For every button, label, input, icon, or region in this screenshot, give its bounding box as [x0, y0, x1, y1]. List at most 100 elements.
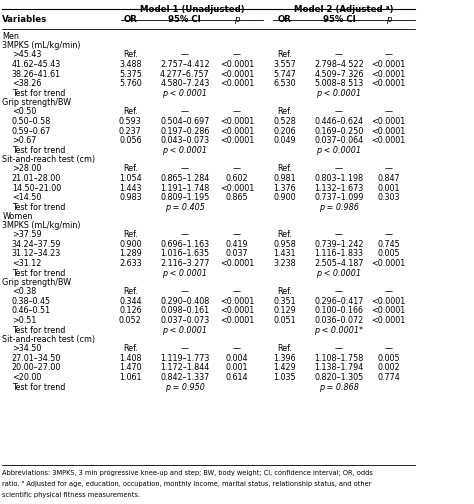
Text: —: — [181, 50, 189, 59]
Text: —: — [181, 107, 189, 116]
Text: 5.747: 5.747 [273, 70, 296, 79]
Text: 1.132–1.673: 1.132–1.673 [314, 183, 364, 193]
Text: >0.67: >0.67 [12, 137, 36, 146]
Text: —: — [233, 287, 241, 296]
Text: <0.38: <0.38 [12, 287, 36, 296]
Text: <38.26: <38.26 [12, 80, 41, 88]
Text: 0.865–1.284: 0.865–1.284 [160, 174, 210, 183]
Text: OR: OR [123, 15, 137, 24]
Text: p = 0.405: p = 0.405 [165, 203, 205, 212]
Text: 0.528: 0.528 [273, 117, 296, 126]
Text: 0.50–0.58: 0.50–0.58 [12, 117, 51, 126]
Text: >28.00: >28.00 [12, 164, 41, 173]
Text: Test for trend: Test for trend [12, 146, 65, 155]
Text: p < 0.0001: p < 0.0001 [317, 89, 361, 98]
Text: 0.865: 0.865 [226, 194, 248, 203]
Text: 0.001: 0.001 [377, 183, 400, 193]
Text: 1.054: 1.054 [119, 174, 142, 183]
Text: 1.108–1.758: 1.108–1.758 [314, 354, 364, 363]
Text: <0.0001: <0.0001 [372, 80, 406, 88]
Text: 2.798–4.522: 2.798–4.522 [314, 60, 364, 69]
Text: Sit-and-reach test (cm): Sit-and-reach test (cm) [2, 335, 95, 344]
Text: <0.0001: <0.0001 [220, 137, 254, 146]
Text: Men: Men [2, 32, 19, 41]
Text: 1.408: 1.408 [119, 354, 142, 363]
Text: 3.557: 3.557 [273, 60, 296, 69]
Text: 0.774: 0.774 [377, 373, 400, 383]
Text: 0.504–0.697: 0.504–0.697 [160, 117, 210, 126]
Text: —: — [385, 287, 392, 296]
Text: OR: OR [277, 15, 292, 24]
Text: <20.00: <20.00 [12, 373, 41, 383]
Text: 38.26–41.61: 38.26–41.61 [12, 70, 61, 79]
Text: 0.129: 0.129 [273, 306, 296, 316]
Text: 1.116–1.833: 1.116–1.833 [314, 249, 364, 259]
Text: 4.509–7.326: 4.509–7.326 [314, 70, 364, 79]
Text: <0.0001: <0.0001 [220, 117, 254, 126]
Text: 2.757–4.412: 2.757–4.412 [160, 60, 210, 69]
Text: 5.760: 5.760 [119, 80, 142, 88]
Text: —: — [335, 230, 343, 239]
Text: 0.419: 0.419 [226, 239, 248, 248]
Text: 1.138–1.794: 1.138–1.794 [314, 363, 364, 372]
Text: —: — [233, 164, 241, 173]
Text: 41.62–45.43: 41.62–45.43 [12, 60, 61, 69]
Text: 0.820–1.305: 0.820–1.305 [314, 373, 364, 383]
Text: 1.376: 1.376 [273, 183, 296, 193]
Text: p < 0.0001: p < 0.0001 [317, 269, 361, 278]
Text: 0.005: 0.005 [377, 249, 400, 259]
Text: 2.505–4.187: 2.505–4.187 [314, 259, 364, 268]
Text: Ref.: Ref. [277, 230, 292, 239]
Text: <0.0001: <0.0001 [372, 137, 406, 146]
Text: 1.191–1.748: 1.191–1.748 [160, 183, 210, 193]
Text: 0.745: 0.745 [377, 239, 400, 248]
Text: 0.344: 0.344 [119, 297, 142, 305]
Text: <0.0001: <0.0001 [372, 127, 406, 136]
Text: p = 0.950: p = 0.950 [165, 383, 205, 392]
Text: —: — [181, 287, 189, 296]
Text: 1.289: 1.289 [119, 249, 142, 259]
Text: <0.0001: <0.0001 [372, 297, 406, 305]
Text: 0.809–1.195: 0.809–1.195 [160, 194, 210, 203]
Text: Ref.: Ref. [123, 107, 138, 116]
Text: 3.238: 3.238 [273, 259, 296, 268]
Text: 2.116–3.277: 2.116–3.277 [160, 259, 210, 268]
Text: 5.375: 5.375 [119, 70, 142, 79]
Text: Ref.: Ref. [123, 50, 138, 59]
Text: 95% CI: 95% CI [322, 15, 356, 24]
Text: 1.172–1.844: 1.172–1.844 [160, 363, 210, 372]
Text: <0.0001: <0.0001 [220, 306, 254, 316]
Text: Test for trend: Test for trend [12, 203, 65, 212]
Text: 0.126: 0.126 [119, 306, 142, 316]
Text: 0.197–0.286: 0.197–0.286 [160, 127, 210, 136]
Text: p < 0.0001: p < 0.0001 [163, 326, 207, 335]
Text: Model 2 (Adjusted ᵃ): Model 2 (Adjusted ᵃ) [294, 5, 393, 14]
Text: p = 0.986: p = 0.986 [319, 203, 359, 212]
Text: 0.847: 0.847 [377, 174, 400, 183]
Text: Ref.: Ref. [277, 50, 292, 59]
Text: —: — [181, 230, 189, 239]
Text: 4.580–7.243: 4.580–7.243 [160, 80, 210, 88]
Text: Test for trend: Test for trend [12, 383, 65, 392]
Text: 1.061: 1.061 [119, 373, 142, 383]
Text: 0.351: 0.351 [273, 297, 296, 305]
Text: 3MPKS (mL/kg/min): 3MPKS (mL/kg/min) [2, 221, 81, 230]
Text: —: — [181, 344, 189, 353]
Text: 1.429: 1.429 [273, 363, 296, 372]
Text: Ref.: Ref. [123, 344, 138, 353]
Text: 0.614: 0.614 [226, 373, 248, 383]
Text: —: — [233, 50, 241, 59]
Text: Abbreviations: 3MPKS, 3 min progressive knee-up and step; BW, body weight; CI, c: Abbreviations: 3MPKS, 3 min progressive … [2, 470, 373, 476]
Text: 0.004: 0.004 [226, 354, 248, 363]
Text: 0.206: 0.206 [273, 127, 296, 136]
Text: 0.169–0.250: 0.169–0.250 [314, 127, 364, 136]
Text: 0.900: 0.900 [273, 194, 296, 203]
Text: 0.290–0.408: 0.290–0.408 [160, 297, 210, 305]
Text: Women: Women [2, 212, 33, 221]
Text: 0.593: 0.593 [119, 117, 142, 126]
Text: 14.50–21.00: 14.50–21.00 [12, 183, 61, 193]
Text: —: — [385, 344, 392, 353]
Text: >45.43: >45.43 [12, 50, 41, 59]
Text: Sit-and-reach test (cm): Sit-and-reach test (cm) [2, 155, 95, 164]
Text: 1.016–1.635: 1.016–1.635 [160, 249, 210, 259]
